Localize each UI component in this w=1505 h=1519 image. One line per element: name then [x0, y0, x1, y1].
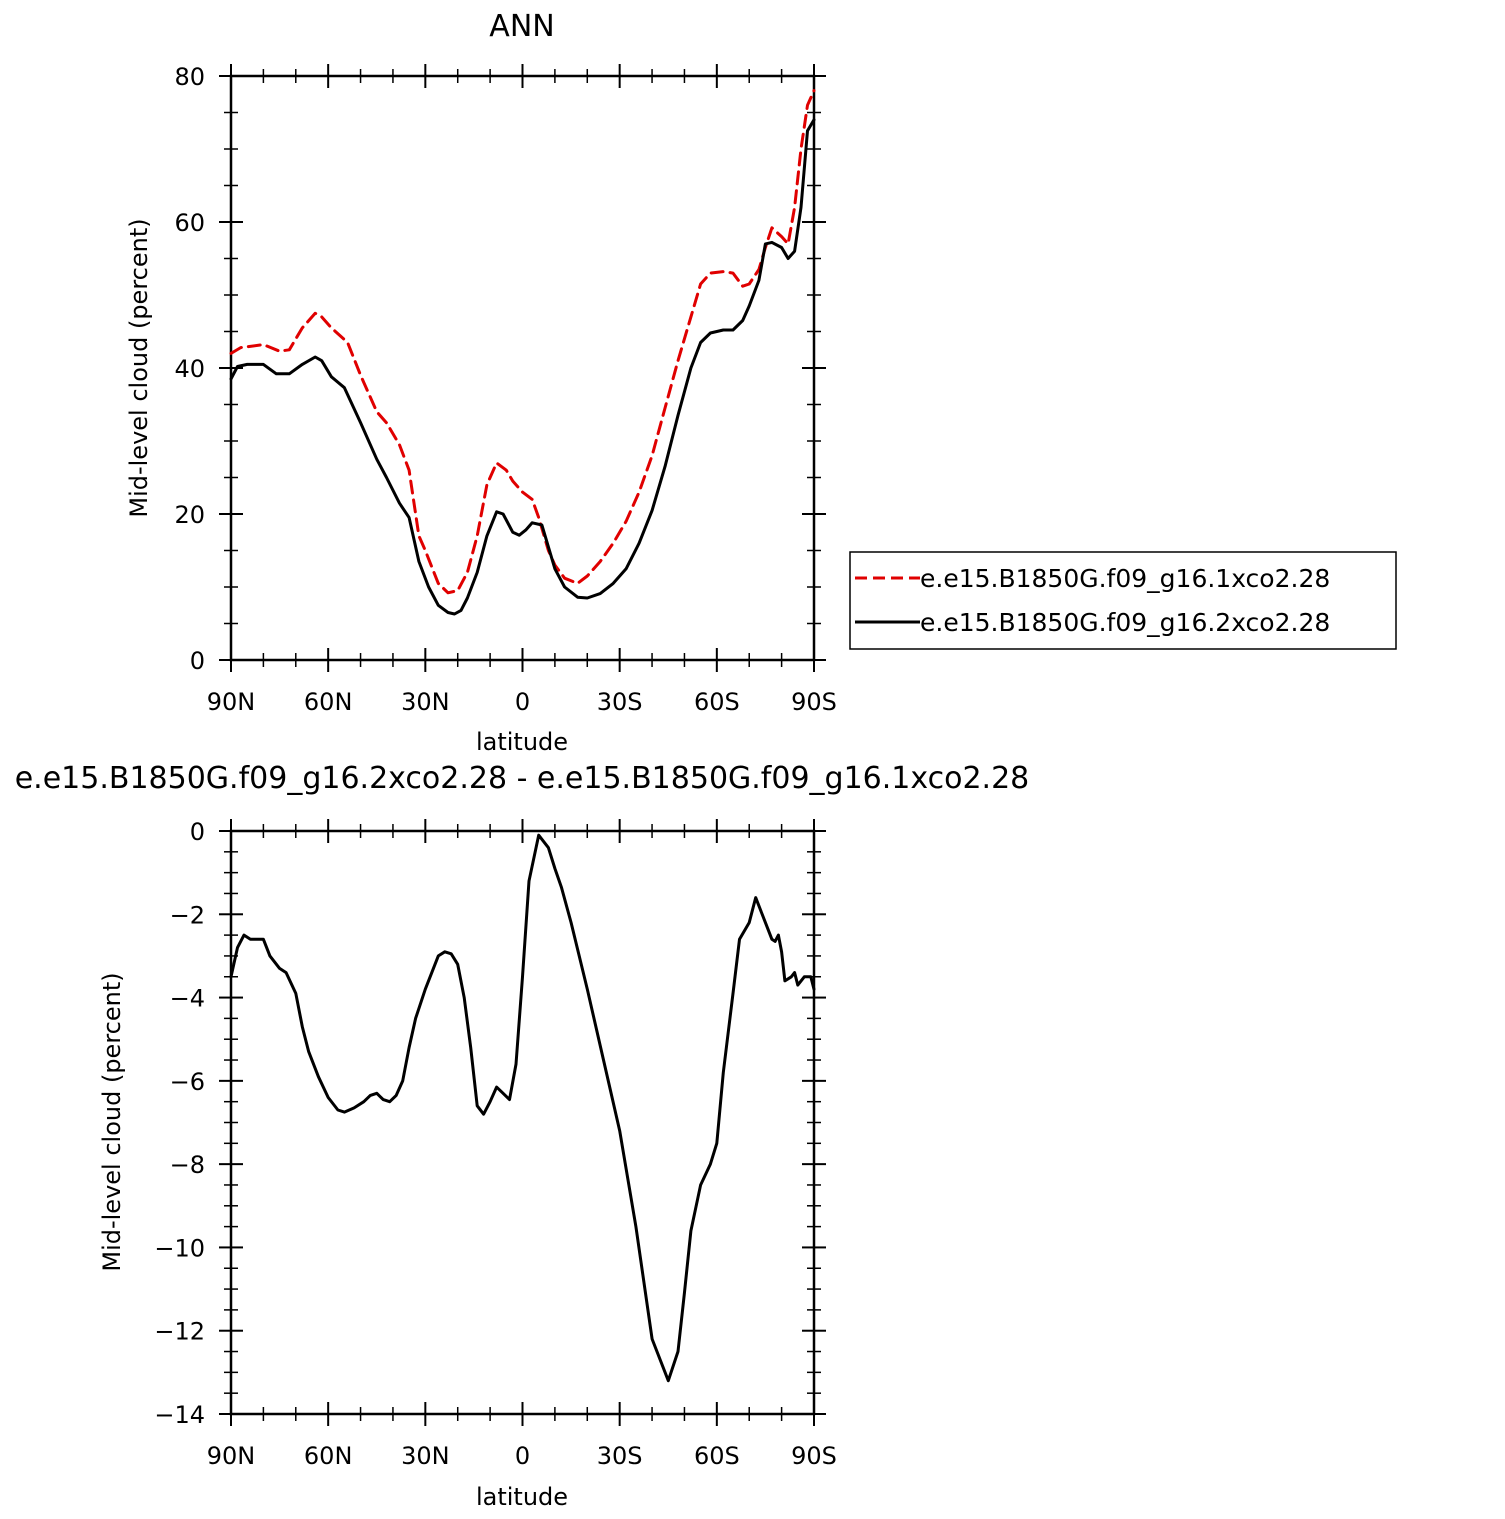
- legend-label-1xco2: e.e15.B1850G.f09_g16.1xco2.28: [920, 564, 1330, 593]
- bottom-chart-title: e.e15.B1850G.f09_g16.2xco2.28 - e.e15.B1…: [15, 761, 1030, 796]
- legend-label-2xco2: e.e15.B1850G.f09_g16.2xco2.28: [920, 608, 1330, 637]
- bottom-y-tick-label: −14: [154, 1401, 205, 1429]
- bottom-y-tick-label: −8: [170, 1151, 205, 1179]
- legend-box: [849, 551, 1397, 650]
- bottom-plot-frame: [229, 829, 816, 1416]
- top-x-tick-label: 60S: [694, 688, 740, 716]
- bottom-x-tick-label: 0: [515, 1442, 530, 1470]
- bottom-x-axis-title: latitude: [476, 1483, 568, 1511]
- top-x-tick-label: 30N: [401, 688, 450, 716]
- bottom-difference-chart: e.e15.B1850G.f09_g16.2xco2.28 - e.e15.B1…: [15, 761, 1030, 1511]
- top-x-tick-label: 90N: [207, 688, 256, 716]
- top-series-lines: [229, 89, 816, 616]
- bottom-y-tick-label: −4: [170, 985, 205, 1013]
- bottom-series-line-0: [229, 833, 816, 1383]
- bottom-x-tick-label: 90S: [791, 1442, 837, 1470]
- bottom-y-tick-label: 0: [190, 818, 205, 846]
- top-plot-frame: [229, 74, 816, 662]
- bottom-x-tick-label: 30N: [401, 1442, 450, 1470]
- top-chart-title: ANN: [489, 9, 554, 44]
- bottom-y-tick-label: −6: [170, 1068, 205, 1096]
- bottom-x-tick-label: 60N: [304, 1442, 353, 1470]
- top-x-tick-label: 90S: [791, 688, 837, 716]
- top-y-tick-label: 20: [174, 501, 205, 529]
- top-y-axis-title: Mid-level cloud (percent): [125, 218, 153, 517]
- top-y-tick-label: 0: [190, 647, 205, 675]
- bottom-y-axis-title: Mid-level cloud (percent): [98, 972, 126, 1271]
- top-y-tick-label: 40: [174, 355, 205, 383]
- top-x-tick-label: 0: [515, 688, 530, 716]
- bottom-series-lines: [229, 833, 816, 1383]
- bottom-axis-ticks: 90N 60N 30N 0 30S 60S 90S 0 −2 −4 −6 −8 −10 −12 −14: [154, 818, 837, 1470]
- top-x-tick-label: 60N: [304, 688, 353, 716]
- bottom-y-tick-label: −10: [154, 1234, 205, 1262]
- bottom-x-tick-label: 30S: [597, 1442, 643, 1470]
- top-y-tick-label: 80: [174, 63, 205, 91]
- top-y-tick-label: 60: [174, 209, 205, 237]
- bottom-y-tick-label: −12: [154, 1318, 205, 1346]
- top-x-tick-label: 30S: [597, 688, 643, 716]
- bottom-x-tick-label: 90N: [207, 1442, 256, 1470]
- top-axis-ticks: 90N 60N 30N 0 30S 60S 90S 0 20 40 60 80: [174, 63, 836, 716]
- top-series-line-0: [229, 89, 816, 595]
- bottom-x-tick-label: 60S: [694, 1442, 740, 1470]
- top-line-chart: ANN 90N 60N 30N 0 30S 60S 90S 0 20 40 60 80 latitud…: [125, 9, 1397, 756]
- top-series-line-1: [229, 118, 816, 616]
- bottom-y-tick-label: −2: [170, 901, 205, 929]
- legend: e.e15.B1850G.f09_g16.1xco2.28 e.e15.B185…: [849, 551, 1397, 650]
- top-x-axis-title: latitude: [476, 728, 568, 756]
